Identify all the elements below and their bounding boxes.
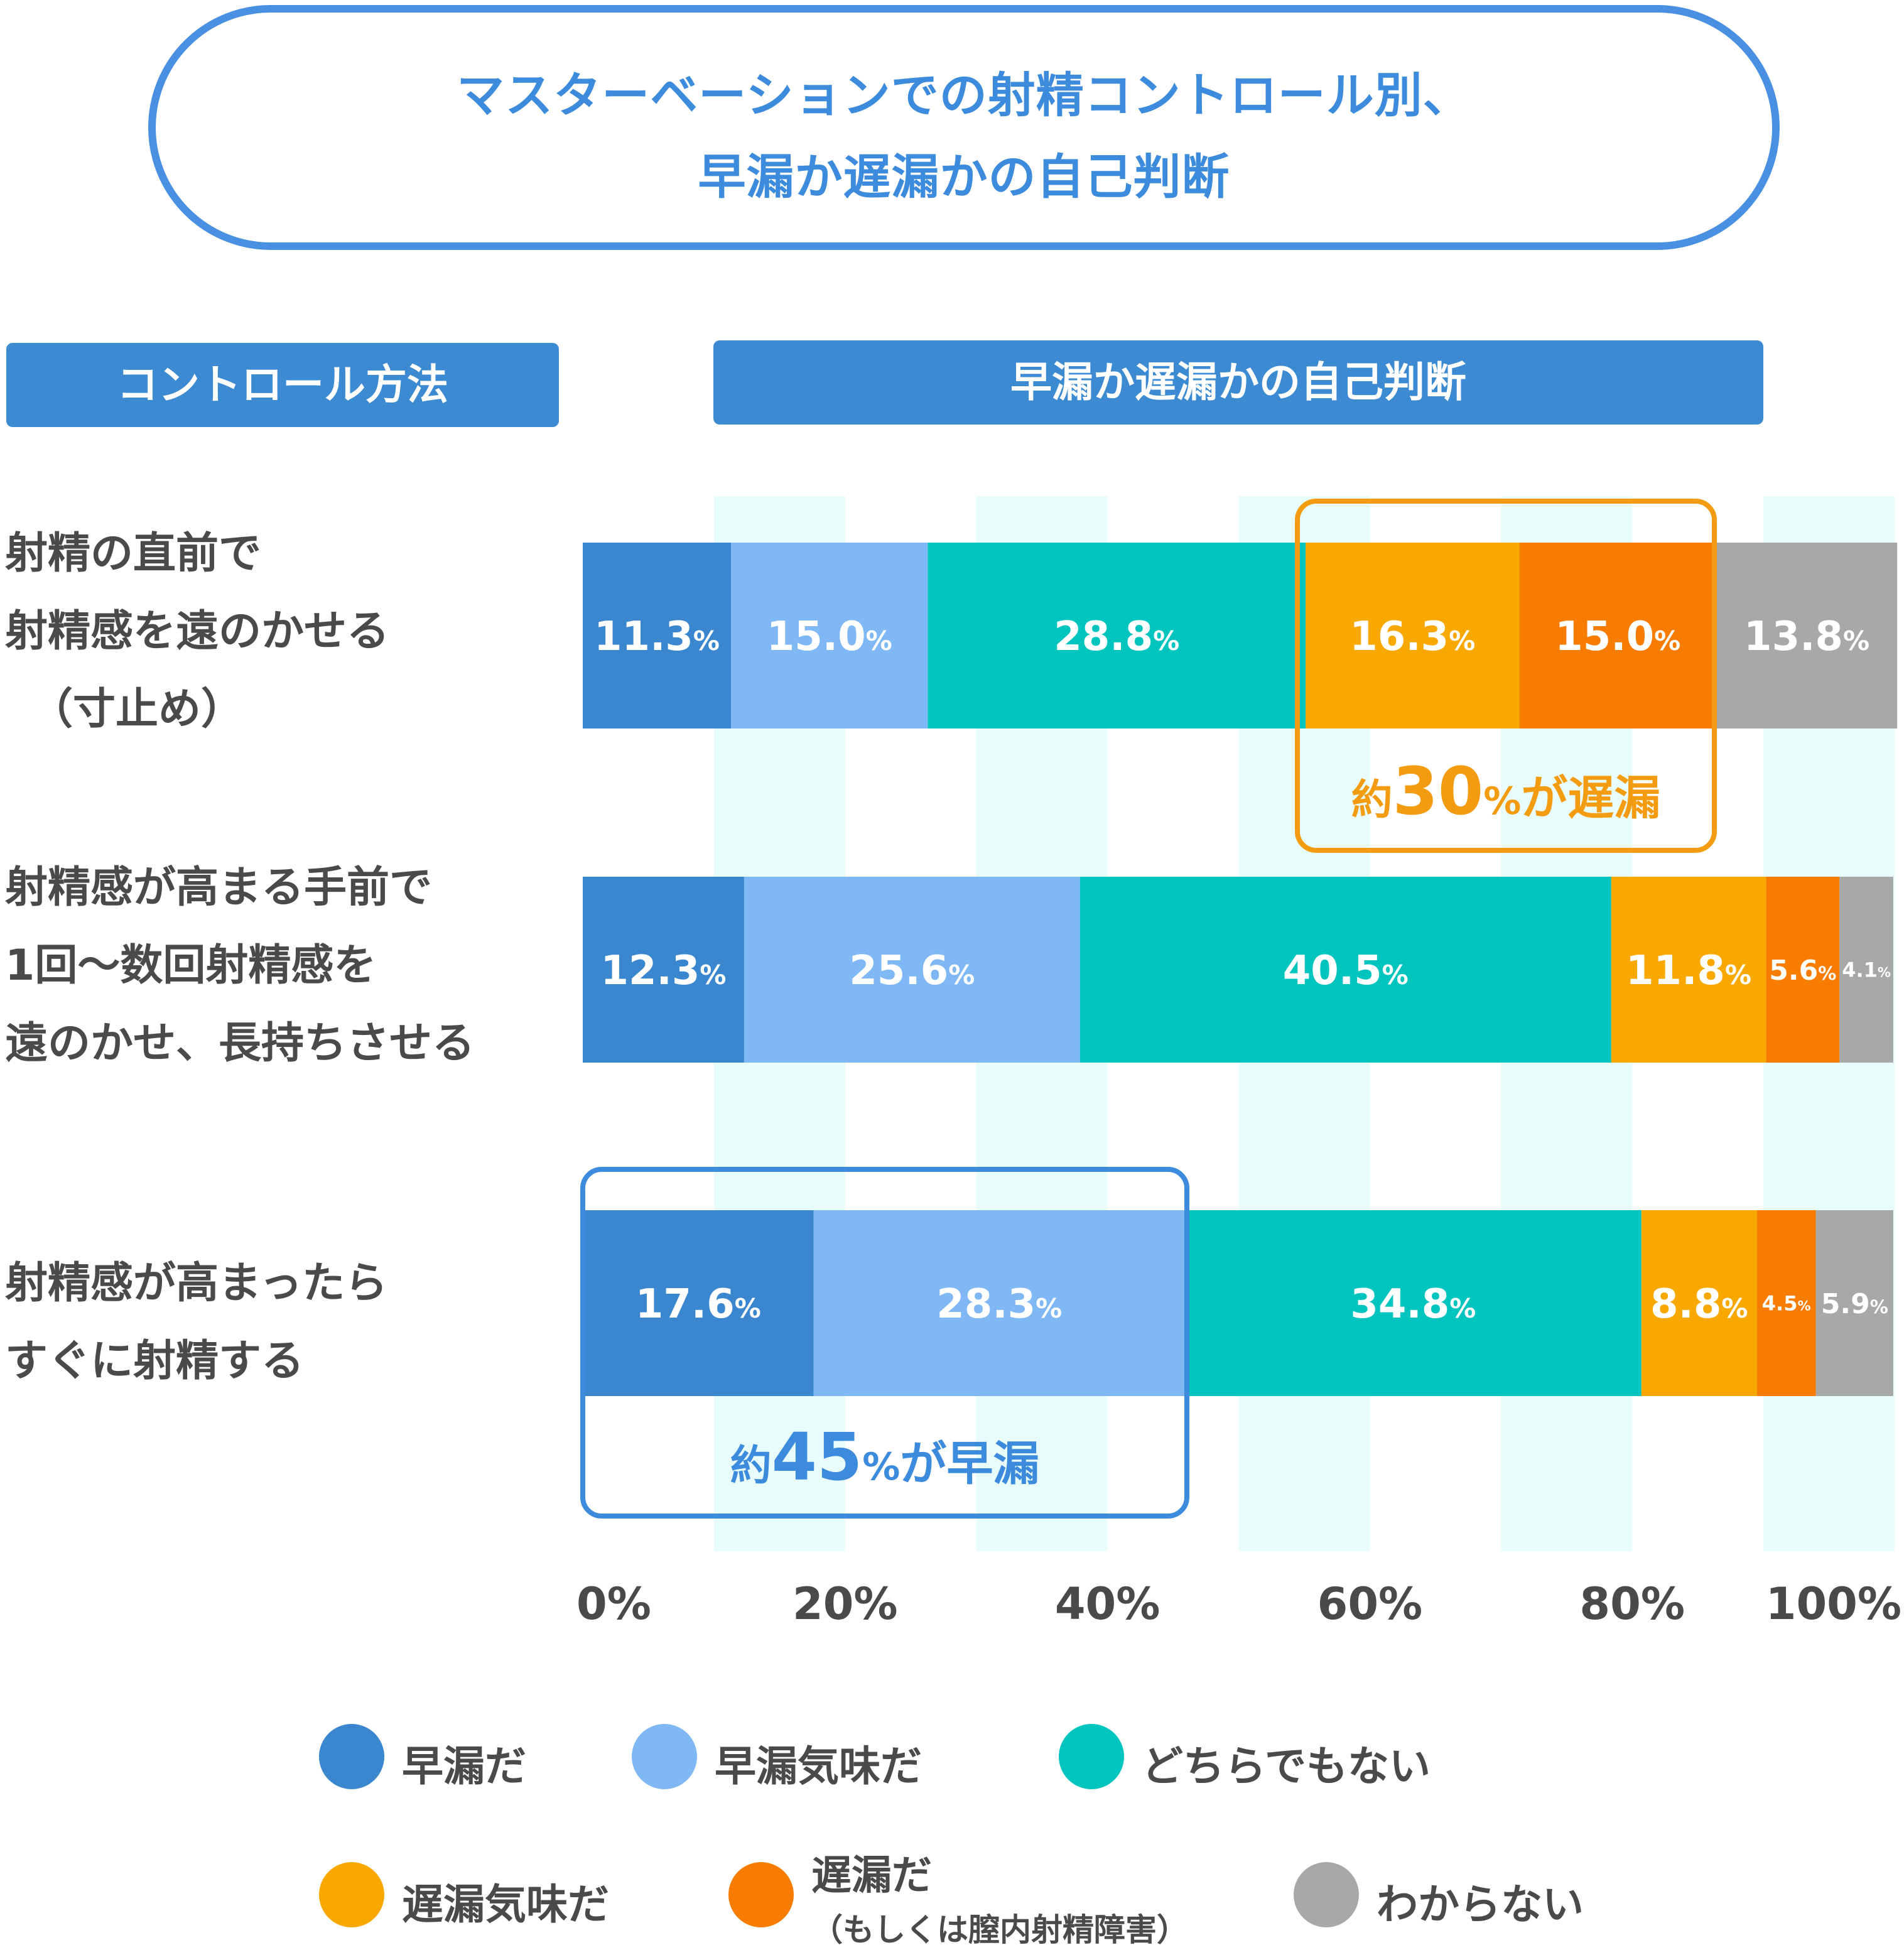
data-label-r2-s1: 12.3%	[600, 948, 726, 994]
legend-label-2: 早漏気味だ	[715, 1742, 922, 1790]
bar-segment-r2-s2	[744, 877, 1080, 1063]
data-label-r2-s6: 4.1%	[1842, 958, 1891, 982]
data-label-r1-s1: 11.3%	[594, 614, 720, 660]
data-label-r1-s6: 13.8%	[1744, 614, 1869, 660]
row-label-2-line-1: 射精感が高まる手前で	[5, 863, 433, 913]
data-label-r2-s3: 40.5%	[1283, 948, 1409, 994]
data-label-r3-s3: 34.8%	[1350, 1281, 1476, 1328]
legend-swatch-4	[319, 1862, 384, 1927]
data-label-r1-s5: 15.0%	[1555, 614, 1680, 660]
legend-label-3: どちらでもない	[1142, 1742, 1431, 1790]
bar-segment-r3-s3	[1184, 1210, 1642, 1396]
legend-swatch-2	[632, 1724, 697, 1789]
legend-swatch-6	[1294, 1862, 1359, 1927]
row-label-3-line-2: すぐに射精する	[5, 1336, 305, 1386]
header-self-judgment: 早漏か遅漏かの自己判断	[713, 340, 1763, 425]
legend-swatch-1	[319, 1724, 384, 1789]
bar-segment-r3-s2	[813, 1210, 1185, 1396]
legend-label-5-sub: （もしくは膣内射精障害）	[811, 1912, 1188, 1948]
bar-segment-r2-s3	[1079, 877, 1611, 1063]
title-box: マスターベーションでの射精コントロール別、 早漏か遅漏かの自己判断	[148, 5, 1780, 250]
legend-label-5: 遅漏だ （もしくは膣内射精障害）	[811, 1843, 1188, 1950]
legend-label-1: 早漏だ	[402, 1742, 526, 1790]
chart-title-line-1: マスターベーションでの射精コントロール別、	[457, 67, 1471, 123]
bar-segment-r1-s3	[928, 543, 1306, 729]
bar-segment-r1-s1	[583, 543, 732, 729]
data-label-r3-s4: 8.8%	[1650, 1281, 1748, 1328]
data-label-r1-s3: 28.8%	[1054, 614, 1179, 660]
data-label-r3-s6: 5.9%	[1821, 1288, 1888, 1320]
row-label-2-line-2: 1回〜数回射精感を	[5, 941, 377, 990]
row-label-1-line-2: 射精感を遠のかせる	[5, 607, 390, 656]
annotation-text-1: 約30%が遅漏	[1351, 753, 1661, 830]
row-label-2-line-3: 遠のかせ、長持ちさせる	[5, 1019, 475, 1068]
header-control-method: コントロール方法	[6, 343, 559, 427]
bar-segment-r2-s4	[1611, 877, 1766, 1063]
x-tick-label-80: 80%	[1579, 1578, 1685, 1630]
row-label-2: 射精感が高まる手前で 1回〜数回射精感を 遠のかせ、長持ちさせる	[5, 849, 475, 1083]
legend-swatch-3	[1059, 1724, 1124, 1789]
bar-segment-r2-s1	[583, 877, 744, 1063]
x-tick-label-40: 40%	[1055, 1578, 1160, 1630]
annotation-text-2: 約45%が早漏	[730, 1419, 1040, 1495]
row-label-1-line-1: 射精の直前で	[5, 529, 262, 578]
data-label-r1-s2: 15.0%	[767, 614, 892, 660]
bar-segment-r1-s5	[1519, 543, 1716, 729]
data-label-r3-s5: 4.5%	[1762, 1292, 1811, 1316]
bar-segment-r3-s1	[583, 1210, 814, 1396]
x-tick-label-60: 60%	[1317, 1578, 1423, 1630]
bar-segment-r3-s6	[1815, 1210, 1893, 1396]
bar-segment-r1-s4	[1306, 543, 1520, 729]
legend-label-6: わからない	[1377, 1880, 1584, 1929]
data-label-r3-s1: 17.6%	[636, 1281, 761, 1328]
bar-segment-r2-s6	[1839, 877, 1893, 1063]
x-tick-label-0: 0%	[576, 1578, 651, 1630]
bar-segment-r1-s6	[1716, 543, 1898, 729]
bar-segment-r3-s5	[1756, 1210, 1816, 1396]
row-label-1-line-3: （寸止め）	[30, 685, 244, 734]
annotation-box-2	[580, 1167, 1189, 1519]
row-label-3: 射精感が高まったら すぐに射精する	[5, 1245, 387, 1400]
data-label-r2-s5: 5.6%	[1769, 955, 1836, 987]
row-label-3-line-1: 射精感が高まったら	[5, 1259, 388, 1308]
x-tick-label-100: 100%	[1766, 1578, 1901, 1630]
chart-title-line-2: 早漏か遅漏かの自己判断	[698, 149, 1230, 205]
data-label-r2-s2: 25.6%	[849, 948, 975, 994]
row-label-1: 射精の直前で 射精感を遠のかせる （寸止め）	[5, 515, 389, 749]
bar-segment-r2-s5	[1766, 877, 1840, 1063]
legend-swatch-5	[728, 1862, 794, 1927]
data-label-r2-s4: 11.8%	[1626, 948, 1751, 994]
annotation-box-1	[1295, 499, 1717, 853]
legend-label-4: 遅漏気味だ	[402, 1880, 609, 1929]
x-tick-label-20: 20%	[792, 1578, 898, 1630]
bar-segment-r1-s2	[731, 543, 928, 729]
data-label-r1-s4: 16.3%	[1350, 614, 1475, 660]
bar-segment-r3-s4	[1641, 1210, 1757, 1396]
data-label-r3-s2: 28.3%	[936, 1281, 1062, 1328]
legend-label-5-main: 遅漏だ	[811, 1853, 932, 1899]
